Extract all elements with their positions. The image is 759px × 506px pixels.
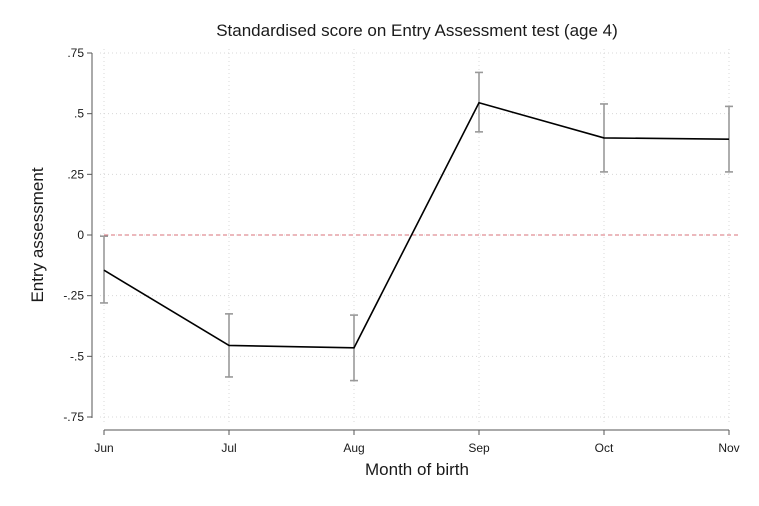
x-tick-label: Jul [221,441,236,455]
x-tick-label: Jun [94,441,113,455]
series-line [103,101,730,349]
y-tick-label: 0 [77,228,84,242]
x-tick-label: Nov [718,441,739,455]
y-axis-ticks: .75 .5 .25 0 -.25 -.5 -.75 [63,46,92,424]
series-lines [103,101,730,349]
y-axis-title: Entry assessment [28,167,47,302]
gridlines [100,49,730,423]
y-tick-label: -.75 [63,410,84,424]
error-bars [100,71,733,382]
x-tick-label: Oct [595,441,614,455]
x-tick-label: Aug [343,441,364,455]
y-tick-label: .75 [67,46,84,60]
x-tick-label: Sep [468,441,490,455]
axes [91,53,729,431]
y-tick-label: .25 [67,167,84,181]
y-tick-label: -.5 [70,349,84,363]
x-axis-title: Month of birth [365,460,469,479]
y-tick-label: -.25 [63,289,84,303]
y-tick-label: .5 [74,107,84,121]
chart-title: Standardised score on Entry Assessment t… [216,21,618,40]
x-axis-ticks: Jun Jul Aug Sep Oct Nov [94,430,740,455]
